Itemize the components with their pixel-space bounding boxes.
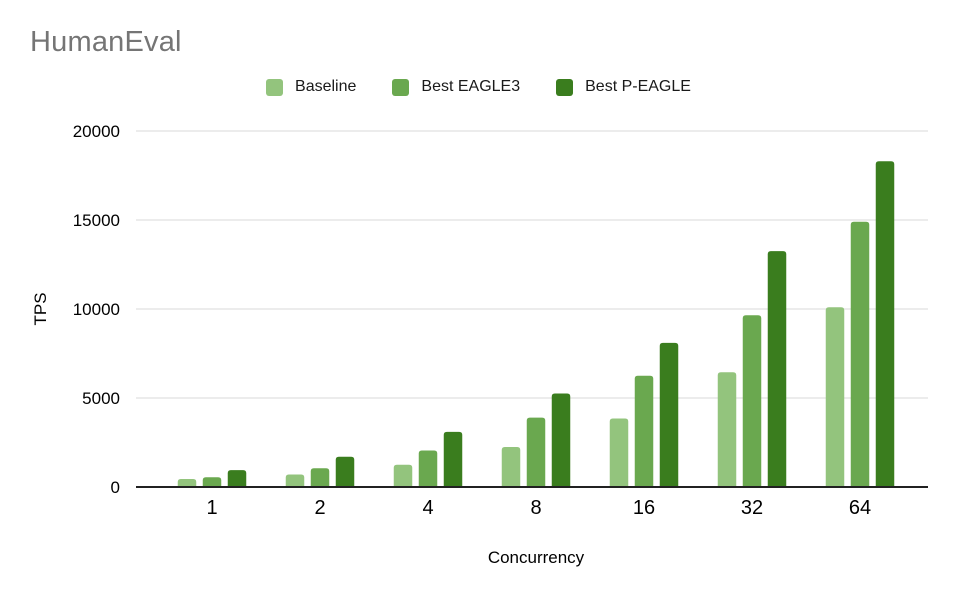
bar-series2-cat2 (335, 456, 355, 487)
bar-series0-cat4 (393, 464, 413, 487)
legend-item-best-p-eagle: Best P-EAGLE (556, 78, 691, 96)
legend-swatch-baseline-icon (266, 78, 284, 96)
bar-series1-cat64 (850, 221, 870, 487)
bar-series0-cat1 (177, 478, 197, 487)
bar-series0-cat8 (501, 446, 521, 487)
x-axis-title: Concurrency (488, 548, 585, 567)
y-axis-title: TPS (31, 292, 50, 325)
bar-series2-cat4 (443, 431, 463, 487)
bar-series0-cat32 (717, 372, 737, 487)
bar-series1-cat32 (742, 315, 762, 487)
legend-swatch-best-eagle3-icon (392, 78, 410, 96)
y-tick-label: 15000 (73, 211, 120, 230)
bar-series2-cat1 (227, 470, 247, 487)
x-tick-label: 4 (422, 497, 433, 519)
legend: Baseline Best EAGLE3 Best P-EAGLE (0, 78, 957, 96)
x-tick-label: 8 (530, 497, 541, 519)
bar-series2-cat32 (767, 251, 787, 487)
bar-series1-cat8 (526, 417, 546, 487)
bar-series0-cat64 (825, 307, 845, 487)
bar-series2-cat16 (659, 342, 679, 487)
y-tick-label: 0 (111, 478, 120, 497)
legend-label-best-p-eagle: Best P-EAGLE (585, 78, 691, 95)
legend-label-best-eagle3: Best EAGLE3 (421, 78, 521, 95)
x-tick-label: 64 (849, 497, 871, 519)
bar-series0-cat16 (609, 418, 629, 487)
legend-item-baseline: Baseline (266, 78, 356, 96)
x-tick-label: 2 (314, 497, 325, 519)
y-tick-label: 5000 (82, 389, 120, 408)
bar-series0-cat2 (285, 474, 305, 487)
bar-series1-cat4 (418, 450, 438, 487)
y-tick-label: 20000 (73, 122, 120, 141)
legend-label-baseline: Baseline (295, 78, 357, 95)
x-tick-label: 32 (741, 497, 763, 519)
bar-series1-cat16 (634, 375, 654, 487)
bar-series1-cat1 (202, 477, 222, 487)
chart-title: HumanEval (30, 26, 182, 58)
x-tick-label: 1 (206, 497, 217, 519)
bar-series1-cat2 (310, 468, 330, 487)
y-tick-label: 10000 (73, 300, 120, 319)
bar-series2-cat64 (875, 161, 895, 487)
bar-series2-cat8 (551, 393, 571, 487)
x-tick-label: 16 (633, 497, 655, 519)
legend-item-best-eagle3: Best EAGLE3 (392, 78, 520, 96)
legend-swatch-best-p-eagle-icon (556, 78, 574, 96)
